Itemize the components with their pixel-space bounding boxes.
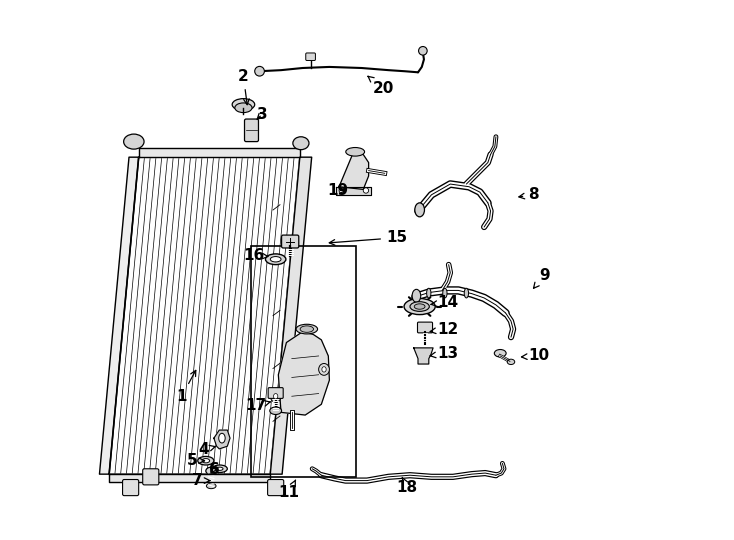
Text: 5: 5 — [187, 453, 205, 468]
Polygon shape — [139, 147, 300, 157]
FancyBboxPatch shape — [306, 53, 316, 60]
Circle shape — [363, 188, 368, 193]
Text: 1: 1 — [176, 370, 196, 404]
Text: 20: 20 — [368, 76, 394, 96]
Polygon shape — [109, 474, 270, 482]
Ellipse shape — [293, 137, 309, 150]
FancyBboxPatch shape — [418, 322, 432, 333]
Text: 4: 4 — [198, 442, 215, 457]
FancyBboxPatch shape — [268, 388, 283, 399]
Ellipse shape — [319, 363, 330, 375]
Text: 2: 2 — [238, 69, 250, 105]
Ellipse shape — [206, 467, 217, 475]
Ellipse shape — [270, 390, 281, 402]
Text: 19: 19 — [327, 183, 348, 198]
Polygon shape — [414, 348, 433, 364]
Polygon shape — [100, 157, 139, 474]
Ellipse shape — [300, 326, 313, 332]
FancyBboxPatch shape — [244, 119, 258, 141]
Text: 13: 13 — [430, 346, 458, 361]
Bar — [252, 246, 356, 477]
Text: 12: 12 — [430, 322, 458, 336]
Text: 16: 16 — [244, 248, 268, 263]
Ellipse shape — [412, 289, 421, 302]
Ellipse shape — [123, 134, 144, 149]
Text: 10: 10 — [521, 348, 550, 363]
Ellipse shape — [404, 299, 435, 315]
Text: 6: 6 — [208, 462, 219, 477]
Ellipse shape — [270, 407, 282, 415]
Ellipse shape — [415, 203, 424, 217]
FancyBboxPatch shape — [282, 235, 299, 248]
Ellipse shape — [270, 256, 281, 262]
Ellipse shape — [426, 288, 431, 298]
Text: 3: 3 — [257, 107, 268, 122]
Ellipse shape — [494, 349, 506, 357]
Ellipse shape — [346, 147, 365, 156]
Ellipse shape — [219, 433, 225, 443]
Ellipse shape — [296, 324, 318, 334]
Circle shape — [255, 66, 264, 76]
Text: 8: 8 — [519, 187, 539, 202]
Text: 17: 17 — [246, 398, 270, 413]
Polygon shape — [270, 157, 312, 474]
Ellipse shape — [206, 483, 216, 489]
Ellipse shape — [443, 288, 447, 298]
Polygon shape — [336, 187, 371, 195]
Ellipse shape — [464, 288, 468, 298]
Ellipse shape — [322, 367, 326, 372]
Ellipse shape — [202, 458, 210, 463]
Text: 7: 7 — [192, 473, 210, 488]
Ellipse shape — [507, 359, 515, 364]
Polygon shape — [214, 430, 230, 449]
Ellipse shape — [410, 302, 429, 312]
Polygon shape — [339, 152, 368, 190]
Circle shape — [339, 188, 344, 193]
Polygon shape — [278, 332, 330, 415]
Text: 9: 9 — [534, 268, 550, 288]
Text: 11: 11 — [279, 480, 299, 501]
Ellipse shape — [414, 304, 425, 309]
Ellipse shape — [212, 465, 228, 472]
Ellipse shape — [197, 456, 214, 465]
Text: 18: 18 — [397, 477, 418, 495]
Text: 15: 15 — [330, 230, 407, 245]
Circle shape — [418, 46, 427, 55]
Ellipse shape — [266, 254, 286, 265]
FancyBboxPatch shape — [142, 469, 159, 485]
Ellipse shape — [274, 394, 278, 399]
FancyBboxPatch shape — [268, 480, 284, 496]
FancyBboxPatch shape — [123, 480, 139, 496]
Text: 14: 14 — [431, 295, 458, 310]
Ellipse shape — [235, 103, 252, 113]
Ellipse shape — [232, 99, 255, 111]
Polygon shape — [109, 157, 300, 474]
Ellipse shape — [217, 467, 223, 470]
